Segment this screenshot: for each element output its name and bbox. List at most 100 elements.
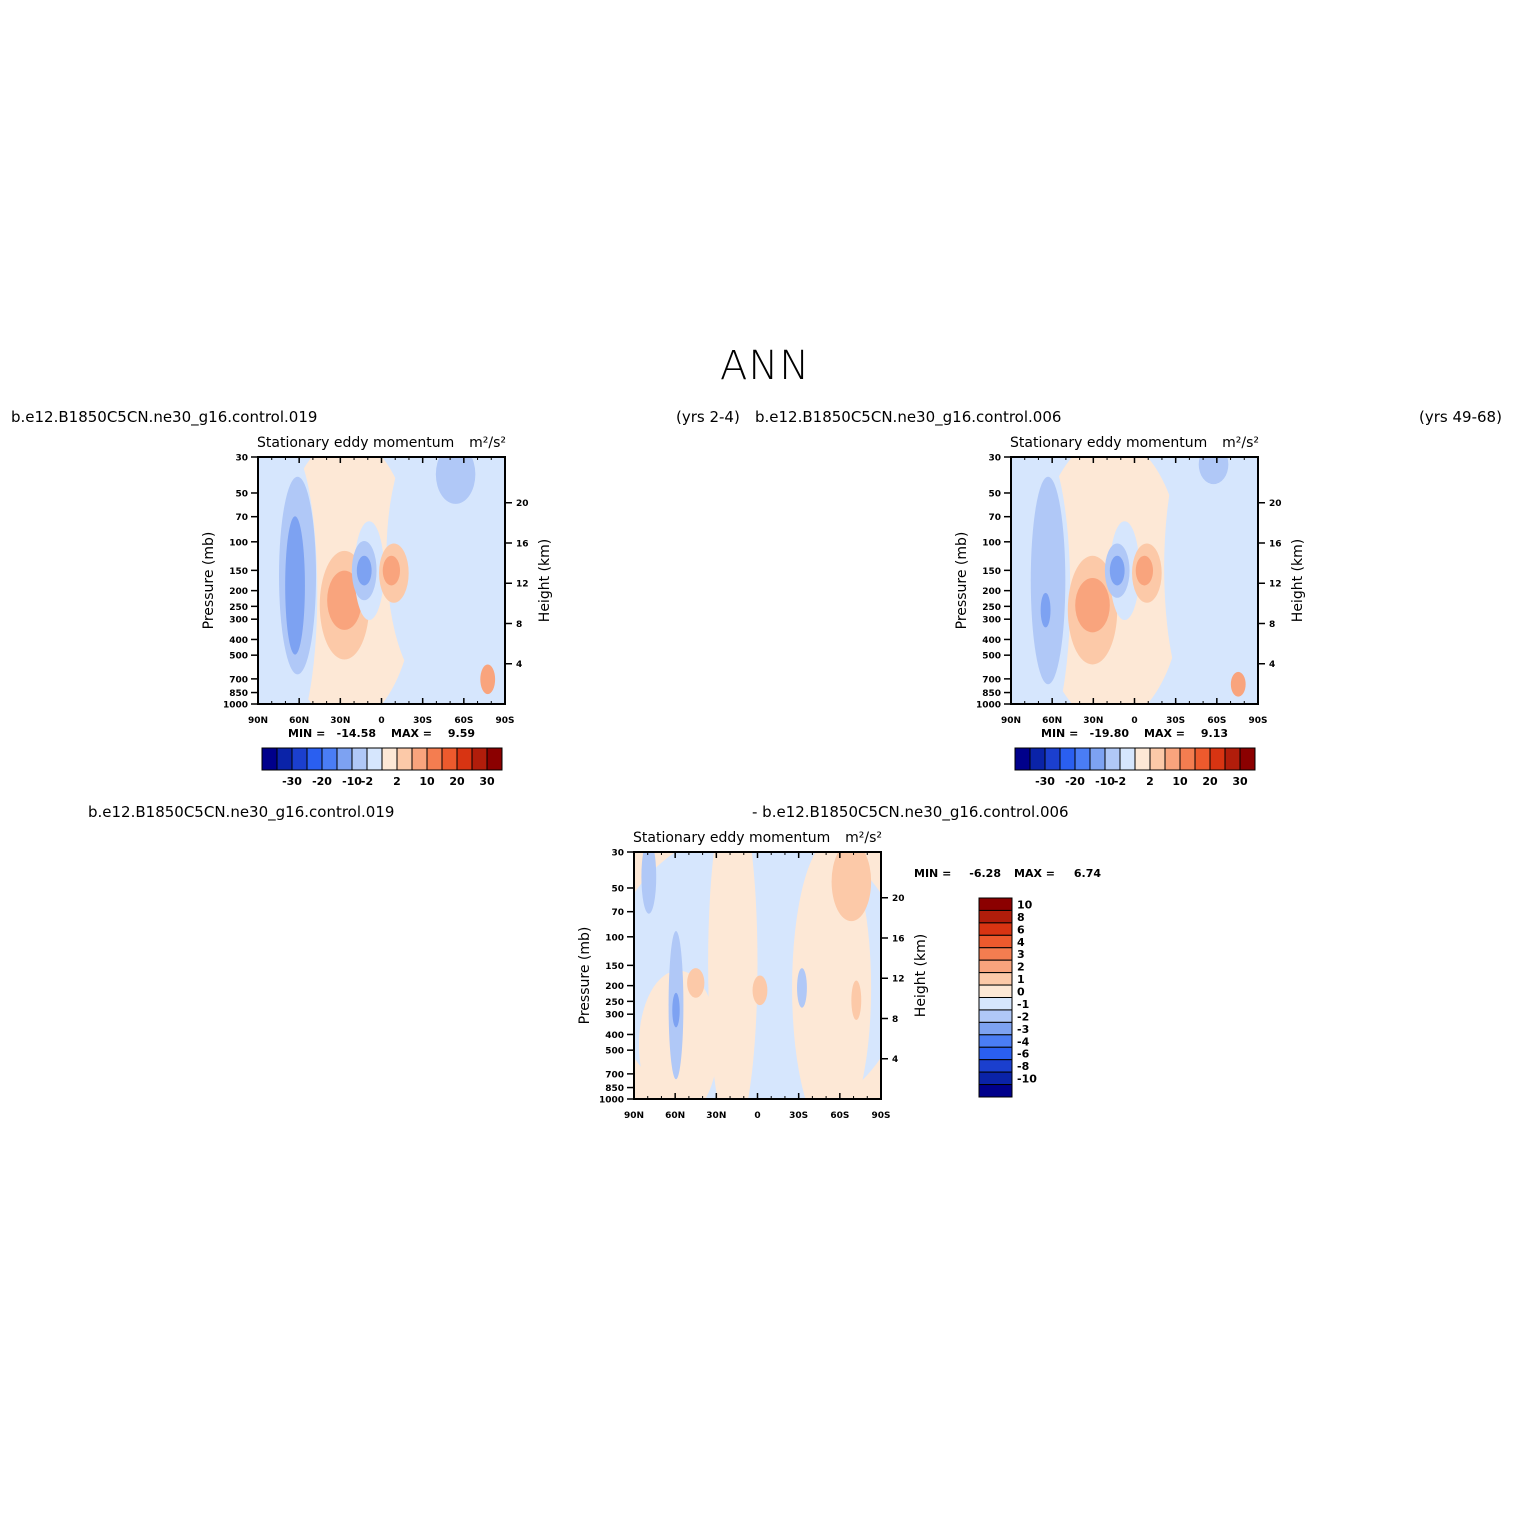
- colorbar-box: [1179, 747, 1196, 771]
- contour-region-8: [327, 570, 362, 630]
- colorbar-box: [978, 997, 1013, 1011]
- panel-subtitle: Stationary eddy momentum: [1010, 435, 1207, 451]
- colorbar-label: 1: [1017, 973, 1025, 986]
- colorbar-box: [1029, 747, 1046, 771]
- colorbar-box: [306, 747, 323, 771]
- colorbar-box: [1164, 747, 1181, 771]
- colorbar-label: 2: [1017, 961, 1025, 974]
- panel-3: Stationary eddy momentum m²/s² 90N 60N 30N 0 3…: [577, 830, 1101, 1121]
- max-value: 9.13: [1201, 727, 1228, 740]
- height-tick-label: 8: [516, 620, 522, 630]
- colorbar-label: -2: [1114, 775, 1126, 788]
- colorbar-label: -2: [361, 775, 373, 788]
- pressure-tick-label: 700: [982, 675, 1001, 685]
- colorbar-box: [486, 747, 503, 771]
- colorbar-label: -10: [1017, 1073, 1037, 1086]
- colorbar-box: [978, 909, 1013, 924]
- colorbar-box: [1014, 747, 1031, 771]
- height-tick-label: 8: [1269, 620, 1275, 630]
- colorbar-box: [1239, 747, 1256, 771]
- colorbar-label: 4: [1017, 936, 1025, 949]
- colorbar-label: -1: [1017, 998, 1029, 1011]
- pressure-tick-label: 100: [982, 538, 1001, 548]
- height-tick-label: 16: [1269, 539, 1282, 549]
- max-label: MAX =: [1144, 727, 1185, 740]
- x-tick-label: 0: [378, 716, 384, 726]
- panel-units: m²/s²: [1222, 435, 1259, 451]
- contour-region-6: [1198, 457, 1229, 485]
- figure-title: ANN: [720, 343, 811, 389]
- contour-region-13: [382, 555, 401, 586]
- colorbar-label: -8: [1017, 1060, 1029, 1073]
- colorbar-label: -2: [1017, 1010, 1029, 1023]
- colorbar-box: [1119, 747, 1136, 771]
- height-tick-label: 20: [892, 894, 905, 904]
- colorbar-label: -10: [1095, 775, 1115, 788]
- pressure-tick-label: 1000: [223, 701, 248, 711]
- pressure-tick-label: 200: [229, 587, 248, 597]
- contour-region-7: [672, 992, 680, 1028]
- colorbar-label: 30: [1232, 775, 1248, 788]
- colorbar-box: [321, 747, 338, 771]
- pressure-tick-label: 250: [982, 603, 1001, 613]
- colorbar-label: -30: [282, 775, 302, 788]
- colorbar-1: -30 -20 -10-2 2 10 20 30: [261, 747, 503, 788]
- x-tick-label: 60S: [1207, 716, 1226, 726]
- contour-region-8: [687, 968, 705, 998]
- y-axis-label-left: Pressure (mb): [577, 927, 593, 1025]
- colorbar-box: [1089, 747, 1106, 771]
- pressure-tick-label: 70: [235, 513, 248, 523]
- colorbar-box: [1044, 747, 1061, 771]
- height-tick-label: 12: [1269, 580, 1282, 590]
- colorbar-label: 30: [479, 775, 495, 788]
- x-tick-label: 90S: [495, 716, 514, 726]
- min-value: -6.28: [969, 867, 1001, 880]
- contour-region-10: [797, 968, 807, 1008]
- pressure-tick-label: 850: [229, 689, 248, 699]
- pressure-tick-label: 850: [605, 1084, 624, 1094]
- colorbar-box: [291, 747, 308, 771]
- colorbar-label: 2: [393, 775, 401, 788]
- x-tick-label: 0: [1131, 716, 1137, 726]
- pressure-tick-label: 100: [605, 933, 624, 943]
- x-tick-label: 90N: [248, 716, 268, 726]
- x-tick-label: 90N: [1001, 716, 1021, 726]
- colorbar-box: [978, 922, 1013, 936]
- contour-region-8: [1075, 578, 1110, 633]
- contour-region-11: [641, 852, 657, 914]
- pressure-tick-label: 70: [988, 513, 1001, 523]
- x-tick-label: 60N: [665, 1111, 685, 1121]
- height-tick-label: 4: [892, 1055, 898, 1065]
- colorbar-box: [336, 747, 353, 771]
- panel1-case-left: b.e12.B1850C5CN.ne30_g16.control.019: [11, 408, 318, 426]
- height-tick-label: 12: [516, 580, 529, 590]
- contour-field-3: [634, 852, 881, 1099]
- panel-1: Stationary eddy momentum m²/s² 90N 60N 30N 0 3…: [201, 435, 553, 788]
- colorbar-box: [1104, 747, 1121, 771]
- colorbar-label: 10: [419, 775, 435, 788]
- colorbar-box: [978, 984, 1013, 998]
- colorbar-box: [978, 1034, 1013, 1048]
- contour-region-11: [1109, 555, 1125, 586]
- x-tick-label: 60N: [289, 716, 309, 726]
- height-tick-label: 12: [892, 975, 905, 985]
- colorbar-box: [411, 747, 428, 771]
- contour-region-13: [1135, 555, 1154, 586]
- contour-region-14: [480, 664, 496, 695]
- x-tick-label: 30S: [413, 716, 432, 726]
- y-axis-label-left: Pressure (mb): [201, 532, 217, 630]
- colorbar-box: [978, 1009, 1013, 1023]
- colorbar-box: [261, 747, 278, 771]
- contour-region-4: [1030, 476, 1066, 685]
- height-tick-label: 4: [1269, 660, 1275, 670]
- min-label: MIN =: [1041, 727, 1078, 740]
- height-tick-label: 20: [1269, 499, 1282, 509]
- pressure-tick-label: 50: [988, 489, 1001, 499]
- max-label: MAX =: [391, 727, 432, 740]
- pressure-tick-label: 30: [988, 454, 1001, 464]
- x-tick-label: 90S: [1248, 716, 1267, 726]
- pressure-tick-label: 250: [605, 998, 624, 1008]
- x-tick-label: 30S: [789, 1111, 808, 1121]
- colorbar-box: [1059, 747, 1076, 771]
- contour-region-3: [708, 852, 758, 1099]
